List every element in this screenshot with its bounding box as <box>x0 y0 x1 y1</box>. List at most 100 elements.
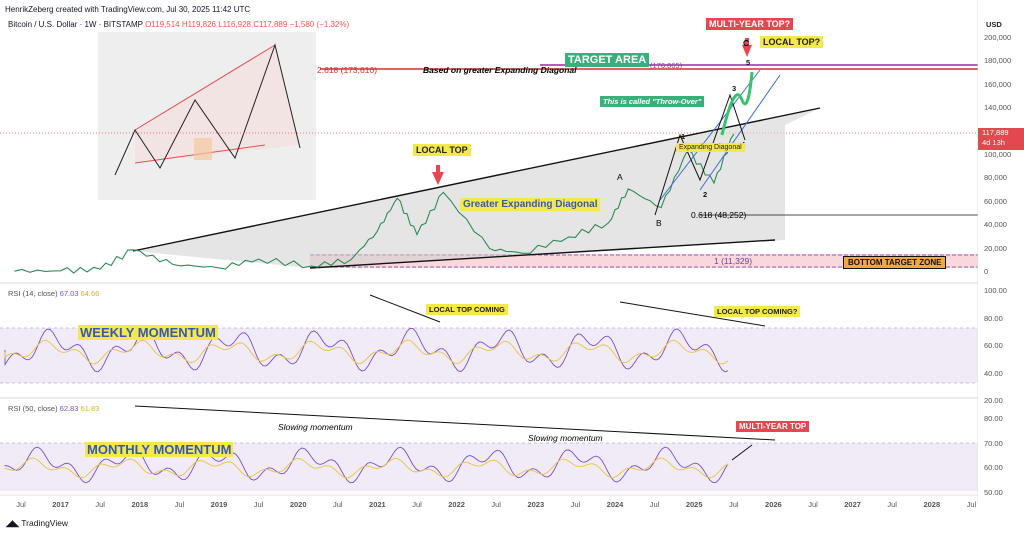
time-tick-label: 2026 <box>765 500 782 509</box>
ohlc-open: O119,514 <box>145 20 180 29</box>
time-tick-label: 2024 <box>606 500 624 509</box>
price-tick-label: 40,000 <box>984 220 1007 230</box>
small-diagonal-upper <box>659 69 761 201</box>
wave-1-label: 1 <box>681 132 686 141</box>
greater-diagonal-lower <box>309 239 776 269</box>
price-tick-label: 100,000 <box>984 150 1012 159</box>
tradingview-brand[interactable]: ◢◣ TradingView <box>6 518 68 529</box>
expanding-diagonal-label: Expanding Diagonal <box>676 143 745 152</box>
rsi-weekly-value: 67.03 <box>59 289 79 298</box>
rsi-monthly-ma-value: 61.83 <box>80 404 100 413</box>
time-tick-label: Jul <box>966 500 977 509</box>
rsi-monthly-tick-label: 50.00 <box>984 487 1003 497</box>
projection-throw-over <box>720 71 754 136</box>
greater-diagonal-fill <box>133 108 820 268</box>
inset-zone <box>194 138 212 160</box>
rsi-monthly-note-2: Slowing momentum <box>528 433 603 443</box>
rsi-weekly-ma-value: 64.66 <box>80 289 100 298</box>
price-tick-label: 0 <box>984 267 989 276</box>
bottom-target-zone-label: BOTTOM TARGET ZONE <box>843 256 947 269</box>
rsi-weekly-tick-label: 100.00 <box>984 286 1007 295</box>
ohlc-low: L116,928 <box>218 20 251 29</box>
wave-5-label: 5 <box>746 58 751 67</box>
inset-upper-line <box>134 44 276 131</box>
time-tick-label: 2019 <box>210 500 228 509</box>
fib-0618-label: 0.618 (48,252) <box>691 210 747 220</box>
inset-wave-path <box>114 43 301 176</box>
price-tick-label: 140,000 <box>984 103 1012 113</box>
rsi-weekly-tick-label: 20.00 <box>984 396 1003 405</box>
time-tick-label: 2017 <box>52 500 69 509</box>
rsi-weekly-legend[interactable]: RSI (14, close) 67.03 64.66 <box>8 289 99 298</box>
rsi-monthly-tick-label: 80.00 <box>984 414 1003 423</box>
small-diagonal-lower <box>699 74 781 191</box>
time-tick-label: 2023 <box>527 500 545 509</box>
price-series-line <box>14 133 735 274</box>
local-top-question-label: LOCAL TOP? <box>760 36 824 48</box>
fib-2618-note: Based on greater Expanding Diagonal <box>423 65 577 75</box>
time-tick-label: Jul <box>16 500 26 509</box>
price-chart[interactable] <box>0 0 978 505</box>
wave-b-label: B <box>656 218 662 228</box>
rsi-monthly-value: 62.83 <box>59 404 79 413</box>
fib-1-label: 1 (11,329) <box>714 256 753 266</box>
target-area-label: TARGET AREA <box>565 53 650 67</box>
time-tick-label: Jul <box>95 500 105 509</box>
greater-diagonal-label: Greater Expanding Diagonal <box>460 198 601 211</box>
rsi-weekly-title: RSI (14, close) <box>8 289 58 298</box>
tradingview-logo-icon: ◢◣ <box>6 518 20 528</box>
time-tick-label: Jul <box>491 500 501 509</box>
greater-diagonal-upper <box>132 107 821 252</box>
price-tick-label: 80,000 <box>984 173 1007 183</box>
current-price-badge: 117,889 4d 13h <box>978 128 1024 150</box>
rsi-weekly-tick-label: 60.00 <box>984 341 1003 350</box>
local-top-label: LOCAL TOP <box>413 144 471 156</box>
time-tick-label: Jul <box>808 500 818 509</box>
ohlc-close: C117,889 <box>253 20 288 29</box>
time-tick-label: 2020 <box>289 500 307 509</box>
rsi-weekly-tick-label: 80.00 <box>984 313 1003 323</box>
wave-c-label: C <box>743 38 750 48</box>
rsi-monthly-legend[interactable]: RSI (50, close) 62.83 61.83 <box>8 404 99 413</box>
rsi-weekly-note-left: LOCAL TOP COMING <box>426 304 508 315</box>
bar-countdown: 4d 13h <box>982 138 1005 147</box>
rsi-monthly-trend <box>134 405 776 441</box>
time-tick-label: 2028 <box>923 500 941 509</box>
time-tick-label: Jul <box>729 500 739 509</box>
fib-2618-label: 2.618 (173,610) <box>317 65 378 75</box>
tradingview-brand-text: TradingView <box>21 518 69 528</box>
time-tick-label: 2025 <box>685 500 703 509</box>
ohlc-change: −1,580 (−1.32%) <box>289 20 350 29</box>
time-tick-label: Jul <box>333 500 343 509</box>
price-tick-label: 60,000 <box>984 196 1007 206</box>
time-tick-label: 2021 <box>369 500 386 509</box>
multi-year-top-arrow <box>742 38 752 57</box>
price-tick-label: 20,000 <box>984 243 1007 253</box>
fib-176-label: (176,865) <box>650 61 683 70</box>
multi-year-top-label: MULTI-YEAR TOP? <box>706 18 794 30</box>
rsi-monthly-tick-label: 70.00 <box>984 438 1003 448</box>
time-tick-label: Jul <box>649 500 660 509</box>
wave-count-path <box>654 93 746 216</box>
rsi-monthly-note-1: Slowing momentum <box>278 422 353 432</box>
rsi-weekly-trend-1 <box>369 294 441 323</box>
rsi-weekly-trend-2 <box>619 301 766 327</box>
monthly-momentum-label: MONTHLY MOMENTUM <box>85 442 234 457</box>
rsi-weekly-note-right: LOCAL TOP COMING? <box>714 306 801 317</box>
ohlc-high: H119,826 <box>181 20 216 29</box>
rsi-weekly-tick-label: 40.00 <box>984 368 1003 378</box>
time-tick-label: Jul <box>570 500 581 509</box>
price-tick-label: 180,000 <box>984 56 1012 66</box>
time-tick-label: 2027 <box>844 500 861 509</box>
rsi-monthly-title: RSI (50, close) <box>8 404 58 413</box>
time-tick-label: 2022 <box>448 500 465 509</box>
inset-illustration <box>98 32 316 200</box>
rsi-monthly-tick-label: 60.00 <box>984 463 1003 472</box>
rsi-monthly-top-label: MULTI-YEAR TOP <box>736 421 810 432</box>
time-tick-label: Jul <box>887 500 897 509</box>
symbol-legend[interactable]: Bitcoin / U.S. Dollar · 1W · BITSTAMP O1… <box>8 20 349 29</box>
rsi-weekly-line <box>4 327 729 373</box>
time-tick-label: Jul <box>253 500 264 509</box>
current-price-value: 117,889 <box>982 128 1009 137</box>
symbol-title: Bitcoin / U.S. Dollar · 1W · BITSTAMP <box>8 20 143 29</box>
